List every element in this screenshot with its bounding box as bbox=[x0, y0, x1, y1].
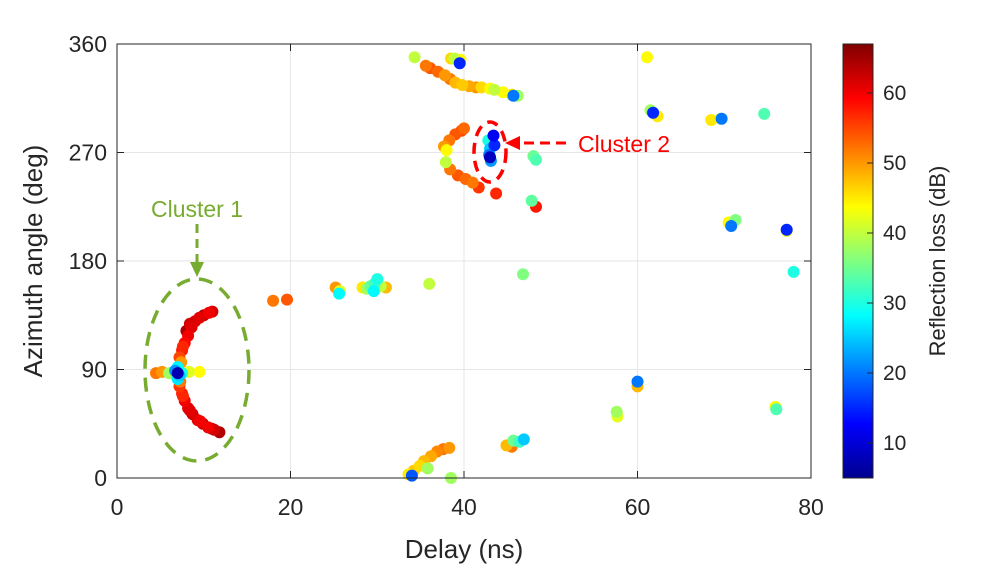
data-point bbox=[193, 365, 206, 378]
data-point bbox=[631, 375, 644, 388]
data-point bbox=[517, 268, 529, 281]
data-point bbox=[488, 139, 501, 152]
data-point bbox=[641, 51, 653, 64]
data-point bbox=[787, 265, 800, 278]
data-point bbox=[780, 223, 793, 236]
data-point bbox=[715, 112, 728, 125]
colorbar-label: Reflection loss (dB) bbox=[925, 166, 950, 357]
x-axis-label: Delay (ns) bbox=[405, 534, 523, 564]
data-point bbox=[610, 405, 623, 418]
y-axis-label: Azimuth angle (deg) bbox=[18, 145, 48, 378]
data-point bbox=[176, 340, 189, 353]
colorbar-ticks: 10 20 30 40 50 60 bbox=[867, 82, 906, 455]
data-point bbox=[183, 404, 196, 417]
data-point bbox=[725, 220, 738, 232]
data-point bbox=[507, 89, 520, 102]
data-point bbox=[453, 57, 466, 70]
data-point bbox=[443, 441, 456, 454]
data-point bbox=[408, 51, 421, 64]
data-point bbox=[267, 294, 280, 307]
x-tick-label: 0 bbox=[111, 494, 124, 520]
cluster-1-label: Cluster 1 bbox=[151, 196, 243, 222]
data-point bbox=[333, 287, 346, 300]
data-point bbox=[193, 311, 206, 324]
data-point bbox=[487, 129, 500, 142]
data-point bbox=[171, 367, 184, 380]
data-point bbox=[438, 69, 451, 82]
colorbar-tick-label: 20 bbox=[883, 362, 906, 385]
data-point bbox=[517, 433, 530, 446]
data-points bbox=[150, 51, 800, 484]
data-point bbox=[466, 176, 479, 189]
data-point bbox=[458, 122, 470, 135]
y-tick-label: 0 bbox=[94, 465, 107, 491]
data-point bbox=[530, 153, 542, 166]
grid-lines bbox=[117, 44, 811, 478]
cluster-2-label: Cluster 2 bbox=[578, 131, 670, 157]
data-point bbox=[484, 151, 496, 164]
data-point bbox=[647, 106, 660, 119]
data-point bbox=[488, 83, 501, 96]
data-point bbox=[456, 79, 469, 91]
data-point bbox=[421, 462, 434, 475]
data-point bbox=[439, 156, 452, 169]
data-point bbox=[705, 114, 718, 126]
colorbar-tick-label: 30 bbox=[883, 292, 906, 315]
data-point bbox=[194, 415, 207, 428]
data-point bbox=[371, 273, 384, 286]
cluster-1-ellipse bbox=[143, 277, 251, 463]
data-point bbox=[367, 285, 380, 298]
data-point bbox=[423, 277, 436, 290]
cluster-2-arrowhead bbox=[505, 136, 520, 150]
data-point bbox=[490, 187, 503, 200]
y-tick-label: 270 bbox=[69, 140, 107, 166]
x-tick-label: 40 bbox=[451, 494, 477, 520]
colorbar bbox=[842, 43, 874, 479]
y-tick-label: 180 bbox=[69, 248, 107, 274]
colorbar-tick-label: 10 bbox=[883, 432, 906, 455]
data-point bbox=[758, 107, 771, 120]
colorbar-tick-label: 50 bbox=[883, 152, 906, 175]
y-tick-label: 360 bbox=[69, 31, 107, 57]
y-tick-label: 90 bbox=[81, 357, 107, 383]
data-point bbox=[281, 293, 293, 306]
data-point bbox=[440, 144, 453, 157]
x-tick-label: 60 bbox=[625, 494, 651, 520]
data-point bbox=[770, 403, 783, 416]
data-point bbox=[203, 306, 215, 319]
data-point bbox=[419, 59, 432, 72]
colorbar-tick-label: 60 bbox=[883, 82, 906, 105]
x-tick-label: 80 bbox=[798, 494, 824, 520]
data-point bbox=[176, 390, 189, 402]
colorbar-tick-label: 40 bbox=[883, 222, 906, 245]
data-point bbox=[405, 469, 418, 482]
cluster-1-arrowhead bbox=[190, 262, 204, 277]
data-point bbox=[525, 194, 538, 207]
axis-ticks: 0 20 40 60 80 0 90 180 270 360 bbox=[69, 31, 824, 520]
x-tick-label: 20 bbox=[278, 494, 304, 520]
cluster-2-ellipse bbox=[472, 120, 508, 184]
